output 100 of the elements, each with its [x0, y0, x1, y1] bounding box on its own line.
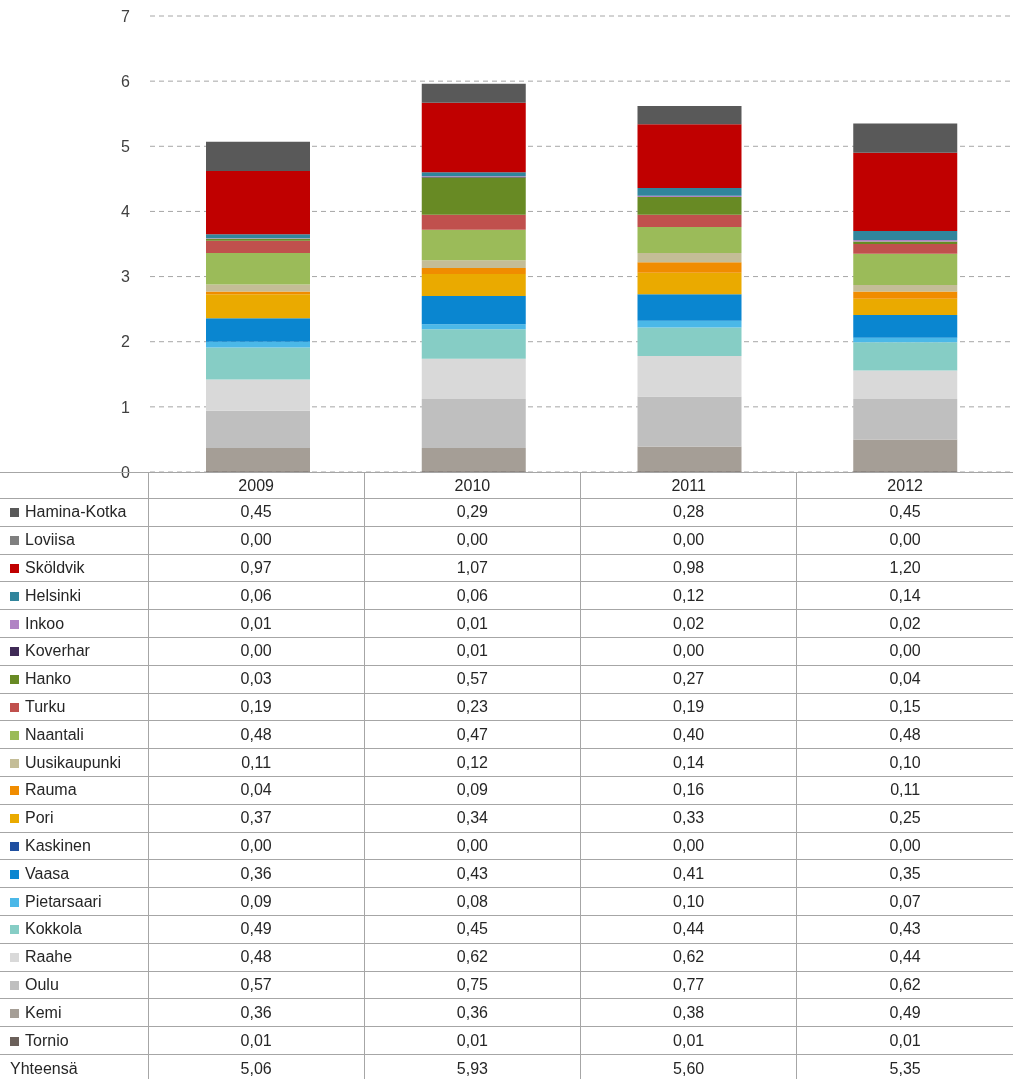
legend-label: Pori: [0, 804, 148, 833]
data-label: 0,62: [364, 943, 581, 972]
data-label: 0,98: [580, 554, 797, 582]
y-tick-label: 6: [121, 72, 131, 90]
data-label: 0,11: [148, 748, 365, 777]
data-label: 0,34: [364, 804, 581, 833]
bar: [206, 410, 310, 448]
data-label: 0,48: [148, 943, 365, 972]
legend-label: Hamina-Kotka: [0, 498, 148, 527]
bar: [637, 124, 742, 188]
bar: [853, 230, 958, 241]
x-tick-label: 2012: [796, 472, 1013, 499]
bar: [421, 83, 526, 103]
data-label: 0,11: [796, 776, 1013, 805]
data-label: 0,14: [580, 748, 797, 777]
legend-label: Sköldvik: [0, 554, 148, 582]
data-label: 0,48: [796, 720, 1013, 749]
bar: [206, 234, 310, 239]
bar: [637, 187, 742, 196]
data-label: 0,00: [796, 526, 1013, 555]
bar: [421, 296, 526, 325]
legend-label: Helsinki: [0, 581, 148, 610]
bar: [637, 262, 742, 273]
legend-label: Kemi: [0, 998, 148, 1027]
data-label: 0,01: [148, 609, 365, 638]
data-label: 0,43: [364, 859, 581, 888]
data-label: 0,47: [364, 720, 581, 749]
data-label: 0,49: [796, 998, 1013, 1027]
data-label: 0,06: [148, 581, 365, 610]
bar: [853, 291, 958, 299]
bar: [421, 177, 526, 215]
bar: [637, 294, 742, 321]
legend-label: Kokkola: [0, 915, 148, 944]
data-label: 0,00: [796, 637, 1013, 666]
data-label: 0,09: [148, 887, 365, 916]
data-label: 0,04: [796, 665, 1013, 694]
legend-label: Vaasa: [0, 859, 148, 888]
legend-label: Kaskinen: [0, 832, 148, 860]
legend-label: Pietarsaari: [0, 887, 148, 916]
bar: [421, 329, 526, 359]
bar: [637, 227, 742, 254]
data-label: 0,01: [796, 1026, 1013, 1055]
bar: [421, 229, 526, 261]
y-tick-label: 4: [121, 203, 131, 221]
data-label: 0,45: [148, 498, 365, 527]
bar: [421, 447, 526, 472]
bar: [637, 446, 742, 472]
bar: [206, 141, 310, 172]
data-label: 0,49: [148, 915, 365, 944]
data-label: 0,01: [148, 1026, 365, 1055]
legend-label: Loviisa: [0, 526, 148, 555]
bar: [206, 379, 310, 411]
legend-label: Inkoo: [0, 609, 148, 638]
x-tick-label: 2009: [148, 472, 365, 499]
y-tick-label: 1: [121, 398, 131, 416]
bar: [206, 447, 310, 472]
data-label: 0,12: [580, 581, 797, 610]
data-label: 0,00: [796, 832, 1013, 860]
text: 5,35: [796, 1054, 1013, 1079]
bar: [637, 327, 742, 357]
bar: [637, 356, 742, 397]
bar: [206, 294, 310, 319]
data-label: 0,19: [148, 693, 365, 721]
data-label: 0,40: [580, 720, 797, 749]
x-tick-label: 2011: [580, 472, 797, 499]
data-label: 0,62: [580, 943, 797, 972]
data-label: 0,00: [580, 832, 797, 860]
text: 5,60: [580, 1054, 797, 1079]
data-label: 0,00: [364, 832, 581, 860]
y-tick-label: 3: [121, 268, 131, 286]
bar: [206, 171, 310, 235]
data-label: 0,23: [364, 693, 581, 721]
bar: [853, 285, 958, 292]
data-label: 0,04: [148, 776, 365, 805]
bar: [853, 342, 958, 371]
bar: [637, 214, 742, 228]
data-label: 0,38: [580, 998, 797, 1027]
bar: [421, 102, 526, 173]
data-label: 0,36: [364, 998, 581, 1027]
data-label: 0,01: [364, 1026, 581, 1055]
data-label: 0,48: [148, 720, 365, 749]
data-label: 0,57: [148, 971, 365, 999]
data-label: 0,25: [796, 804, 1013, 833]
bar: [421, 324, 526, 330]
data-label: 0,00: [580, 637, 797, 666]
bar: [421, 172, 526, 177]
data-label: 0,44: [580, 915, 797, 944]
data-label: 0,57: [364, 665, 581, 694]
bar: [637, 253, 742, 263]
data-label: 0,29: [364, 498, 581, 527]
legend-label: Rauma: [0, 776, 148, 805]
data-label: 0,01: [364, 637, 581, 666]
bar: [637, 396, 742, 447]
bar: [421, 399, 526, 448]
y-tick-label: 5: [121, 137, 131, 155]
data-label: 0,10: [580, 887, 797, 916]
bar: [421, 214, 526, 230]
data-label: 0,77: [580, 971, 797, 999]
data-label: 0,10: [796, 748, 1013, 777]
text: 5,93: [364, 1054, 581, 1079]
